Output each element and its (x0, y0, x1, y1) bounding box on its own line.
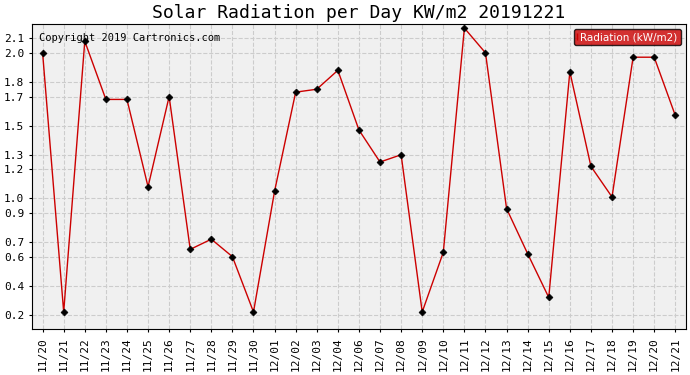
Text: Copyright 2019 Cartronics.com: Copyright 2019 Cartronics.com (39, 33, 220, 43)
Legend: Radiation (kW/m2): Radiation (kW/m2) (574, 29, 680, 45)
Title: Solar Radiation per Day KW/m2 20191221: Solar Radiation per Day KW/m2 20191221 (152, 4, 566, 22)
